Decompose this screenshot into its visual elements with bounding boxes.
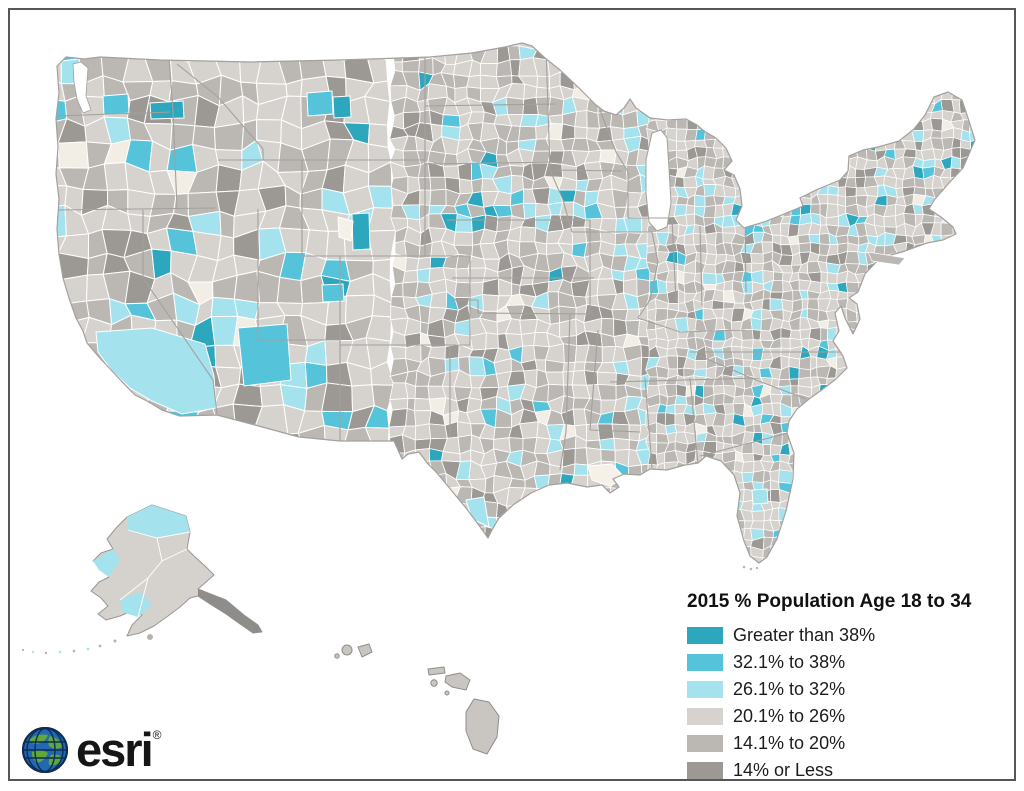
alaska-north-slope bbox=[127, 505, 190, 538]
legend-label: 14.1% to 20% bbox=[733, 733, 846, 753]
central-wa-teal bbox=[149, 100, 185, 120]
legend-row: 14% or Less bbox=[687, 757, 971, 784]
legend-label: 26.1% to 32% bbox=[733, 679, 846, 699]
long-island bbox=[867, 251, 906, 266]
esri-globe-icon bbox=[22, 727, 68, 773]
island-maui bbox=[444, 672, 471, 691]
legend-row: Greater than 38% bbox=[687, 622, 971, 649]
co-mid-cyan bbox=[321, 283, 345, 303]
legend-swatch-20-26 bbox=[687, 708, 723, 725]
az-mid-cyan bbox=[237, 323, 292, 387]
island-kahoolawe bbox=[444, 690, 450, 696]
alaska-inset bbox=[21, 504, 263, 655]
legend-row: 14.1% to 20% bbox=[687, 730, 971, 757]
legend-swatch-greater-38 bbox=[687, 627, 723, 644]
nw-mt-teal bbox=[332, 95, 352, 119]
legend-row: 26.1% to 32% bbox=[687, 676, 971, 703]
lake-michigan bbox=[645, 129, 672, 232]
central-fl-light-cyan bbox=[751, 488, 769, 505]
state-borders bbox=[56, 47, 845, 471]
aleutian-islands bbox=[21, 634, 153, 655]
island-oahu bbox=[357, 643, 373, 658]
legend-swatch-14-less bbox=[687, 762, 723, 779]
legend-swatch-32-38 bbox=[687, 654, 723, 671]
alaska-southwest-borough bbox=[120, 592, 152, 617]
alaska-west-borough bbox=[93, 549, 120, 577]
legend: 2015 % Population Age 18 to 34 Greater t… bbox=[687, 591, 971, 784]
wa-mid-cyan bbox=[102, 93, 130, 116]
hawaii-inset bbox=[334, 643, 500, 755]
legend-row: 32.1% to 38% bbox=[687, 649, 971, 676]
island-molokai bbox=[427, 666, 446, 676]
island-niihau bbox=[334, 653, 340, 659]
puget-sound bbox=[72, 61, 92, 114]
great-salt-lake-pale bbox=[337, 216, 354, 242]
central-utah-teal bbox=[351, 212, 371, 251]
legend-title: 2015 % Population Age 18 to 34 bbox=[687, 591, 972, 612]
registered-trademark: ® bbox=[152, 728, 162, 742]
legend-label: 14% or Less bbox=[733, 760, 834, 780]
island-kauai bbox=[341, 644, 353, 656]
island-hawaii bbox=[465, 698, 500, 755]
florida-keys bbox=[742, 565, 759, 571]
esri-logo: esri ® bbox=[21, 723, 162, 776]
esri-wordmark: esri bbox=[76, 723, 154, 776]
legend-label: 20.1% to 26% bbox=[733, 706, 846, 726]
nw-mt-mid-cyan bbox=[306, 90, 334, 117]
legend-label: 32.1% to 38% bbox=[733, 652, 846, 672]
legend-label: Greater than 38% bbox=[733, 625, 876, 645]
socal-light-cyan bbox=[95, 327, 217, 415]
alaska-panhandle bbox=[198, 589, 262, 633]
legend-swatch-26-32 bbox=[687, 681, 723, 698]
alaska-borough-lines bbox=[119, 529, 191, 618]
legend-row: 20.1% to 26% bbox=[687, 703, 971, 730]
legend-swatch-14-20 bbox=[687, 735, 723, 752]
us-coastline-outline bbox=[55, 42, 976, 564]
island-lanai bbox=[430, 679, 438, 687]
